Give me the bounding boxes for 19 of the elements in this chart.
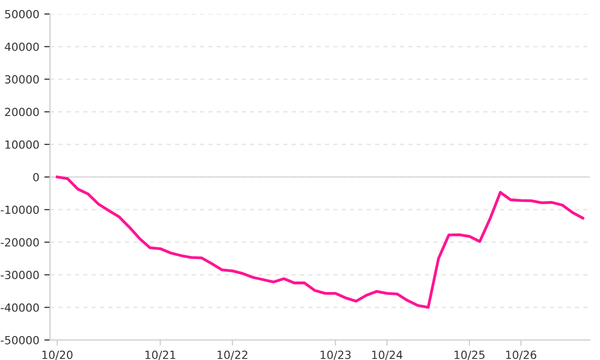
- y-tick-label: 20000: [5, 108, 39, 116]
- y-tick-label: -20000: [0, 238, 39, 247]
- y-tick-label: -10000: [0, 206, 39, 214]
- y-tick-label: 0: [33, 172, 39, 182]
- y-tick-label: -40000: [0, 303, 39, 312]
- y-tick-label: -30000: [0, 270, 39, 280]
- x-tick-label: 10/21: [145, 350, 176, 360]
- y-tick-label: 30000: [5, 75, 39, 84]
- x-tick-label: 10/20: [42, 350, 72, 360]
- x-tick-label: 10/26: [506, 350, 536, 360]
- y-tick-label: 50000: [5, 10, 39, 18]
- y-tick-label: -50000: [0, 336, 39, 344]
- y-tick-label: 10000: [5, 140, 39, 149]
- x-tick-label: 10/23: [320, 350, 351, 360]
- line-series: [56, 176, 584, 309]
- x-tick-label: 10/22: [218, 350, 248, 360]
- x-tick-label: 10/24: [372, 350, 402, 360]
- x-tick-label: 10/25: [454, 350, 484, 360]
- y-tick-label: 40000: [4, 42, 39, 51]
